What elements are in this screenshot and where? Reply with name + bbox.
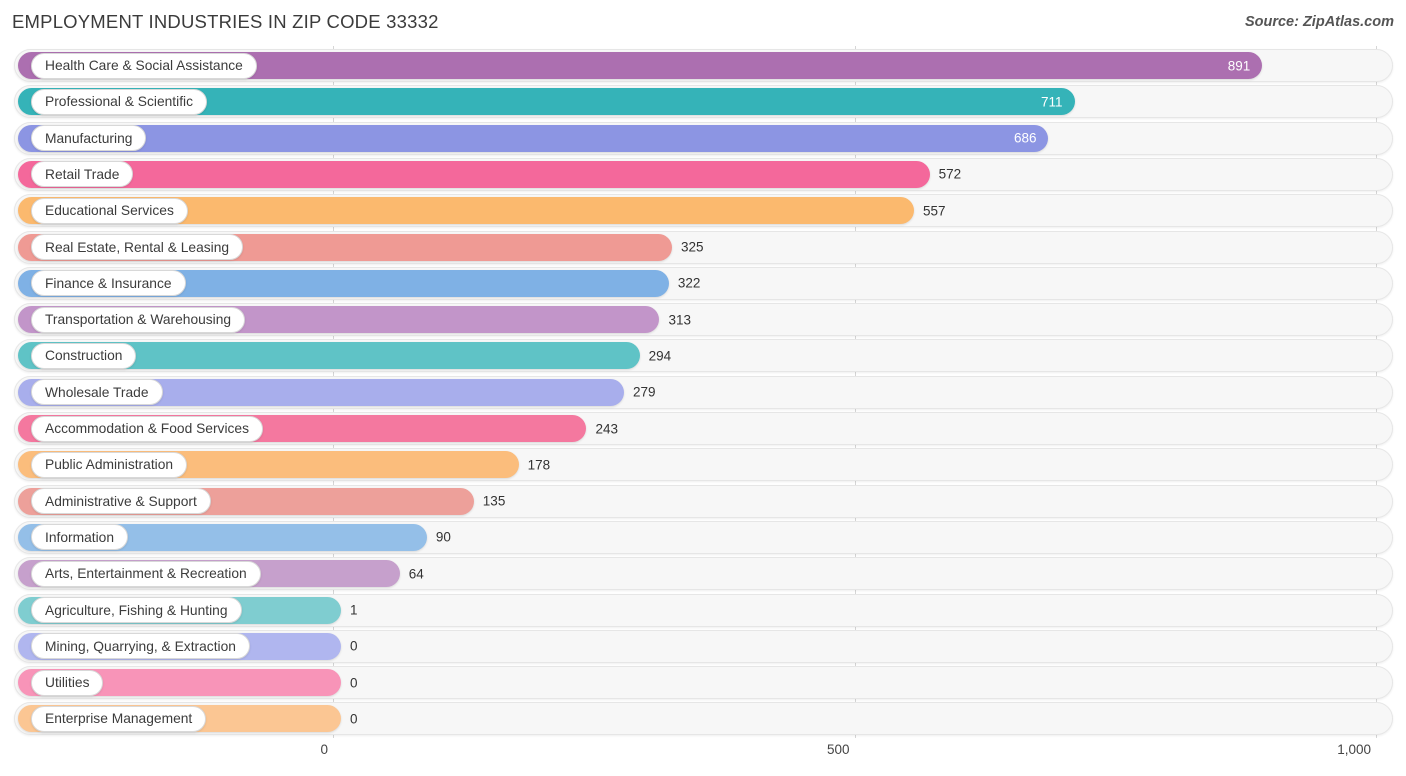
bar-value-label: 0 <box>350 711 358 727</box>
category-label[interactable]: Wholesale Trade <box>31 379 163 406</box>
bar-row[interactable]: 279 Wholesale Trade <box>0 375 1406 409</box>
bar-row[interactable]: 0 Mining, Quarrying, & Extraction <box>0 629 1406 663</box>
bar-value-label: 178 <box>527 457 551 473</box>
bar-row[interactable]: 572 Retail Trade <box>0 157 1406 191</box>
bar-value-label: 135 <box>482 493 506 509</box>
bar-row[interactable]: 90 Information <box>0 520 1406 554</box>
bar-row[interactable]: 178 Public Administration <box>0 448 1406 482</box>
bar-value-label: 64 <box>408 566 424 582</box>
bar-value-label: 313 <box>668 312 691 328</box>
category-label[interactable]: Public Administration <box>31 451 188 478</box>
bar-row[interactable]: 1 Agriculture, Fishing & Hunting <box>0 593 1406 627</box>
category-label[interactable]: Accommodation & Food Services <box>31 415 263 442</box>
category-label[interactable]: Mining, Quarrying, & Extraction <box>31 633 250 660</box>
x-axis: 0 500 1,000 <box>0 738 1406 776</box>
category-label[interactable]: Real Estate, Rental & Leasing <box>31 234 244 260</box>
bar-value-label: 243 <box>595 421 618 436</box>
bar-value-label: 294 <box>648 348 672 364</box>
bar-row[interactable]: 313 Transportation & Warehousing <box>0 303 1406 337</box>
bar-row[interactable]: 325 Real Estate, Rental & Leasing <box>0 230 1406 264</box>
bar-value-label: 891 <box>1227 58 1251 73</box>
category-label[interactable]: Manufacturing <box>31 125 147 152</box>
page-title: EMPLOYMENT INDUSTRIES IN ZIP CODE 33332 <box>12 11 439 32</box>
category-label[interactable]: Information <box>31 524 129 551</box>
category-label[interactable]: Finance & Insurance <box>31 270 186 297</box>
category-label[interactable]: Agriculture, Fishing & Hunting <box>31 597 242 623</box>
category-label[interactable]: Health Care & Social Assistance <box>31 52 257 79</box>
category-label[interactable]: Transportation & Warehousing <box>31 306 246 333</box>
category-label[interactable]: Administrative & Support <box>31 488 211 515</box>
category-label[interactable]: Educational Services <box>31 197 188 224</box>
bar-value-label: 0 <box>350 638 358 654</box>
category-label[interactable]: Retail Trade <box>31 161 134 188</box>
category-label[interactable]: Construction <box>31 342 137 369</box>
bar-row[interactable]: 557 Educational Services <box>0 194 1406 228</box>
bar-row[interactable]: 891 Health Care & Social Assistance <box>0 49 1406 82</box>
bar-row[interactable]: 294 Construction <box>0 339 1406 373</box>
category-label[interactable]: Arts, Entertainment & Recreation <box>31 560 261 587</box>
category-label[interactable]: Utilities <box>31 669 104 696</box>
category-label[interactable]: Enterprise Management <box>31 705 207 732</box>
x-axis-tick-label: 1,000 <box>1337 742 1371 757</box>
bar-row[interactable]: 686 Manufacturing <box>0 121 1406 155</box>
bar-value-label: 322 <box>677 275 701 291</box>
bar-row[interactable]: 0 Utilities <box>0 666 1406 700</box>
bar-row[interactable]: 0 Enterprise Management <box>0 702 1406 736</box>
bar-value-label: 557 <box>922 203 946 219</box>
bar-value-label: 572 <box>938 166 962 182</box>
bar-value-label: 90 <box>435 529 451 545</box>
bar-value-label: 0 <box>350 675 358 691</box>
x-axis-tick-label: 0 <box>320 742 328 757</box>
bar-row[interactable]: 135 Administrative & Support <box>0 484 1406 518</box>
bar-value-label: 279 <box>632 384 656 400</box>
bar[interactable]: 686 <box>18 124 1049 152</box>
x-axis-tick-label: 500 <box>826 742 850 757</box>
bar[interactable] <box>18 160 930 188</box>
bar-row[interactable]: 243 Accommodation & Food Services <box>0 412 1406 445</box>
bar-value-label: 711 <box>1041 94 1063 110</box>
bar-row[interactable]: 711 Professional & Scientific <box>0 85 1406 119</box>
bar-value-label: 325 <box>680 239 704 255</box>
bar-value-label: 686 <box>1013 130 1037 146</box>
category-label[interactable]: Professional & Scientific <box>31 88 207 115</box>
chart-plot-area: 891 Health Care & Social Assistance 711 Pro… <box>0 46 1406 738</box>
source-attribution: Source: ZipAtlas.com <box>1244 14 1394 30</box>
bar-value-label: 1 <box>350 602 358 618</box>
bar-row[interactable]: 322 Finance & Insurance <box>0 266 1406 300</box>
bar-row[interactable]: 64 Arts, Entertainment & Recreation <box>0 557 1406 591</box>
chart-header: EMPLOYMENT INDUSTRIES IN ZIP CODE 33332 … <box>0 0 1406 46</box>
